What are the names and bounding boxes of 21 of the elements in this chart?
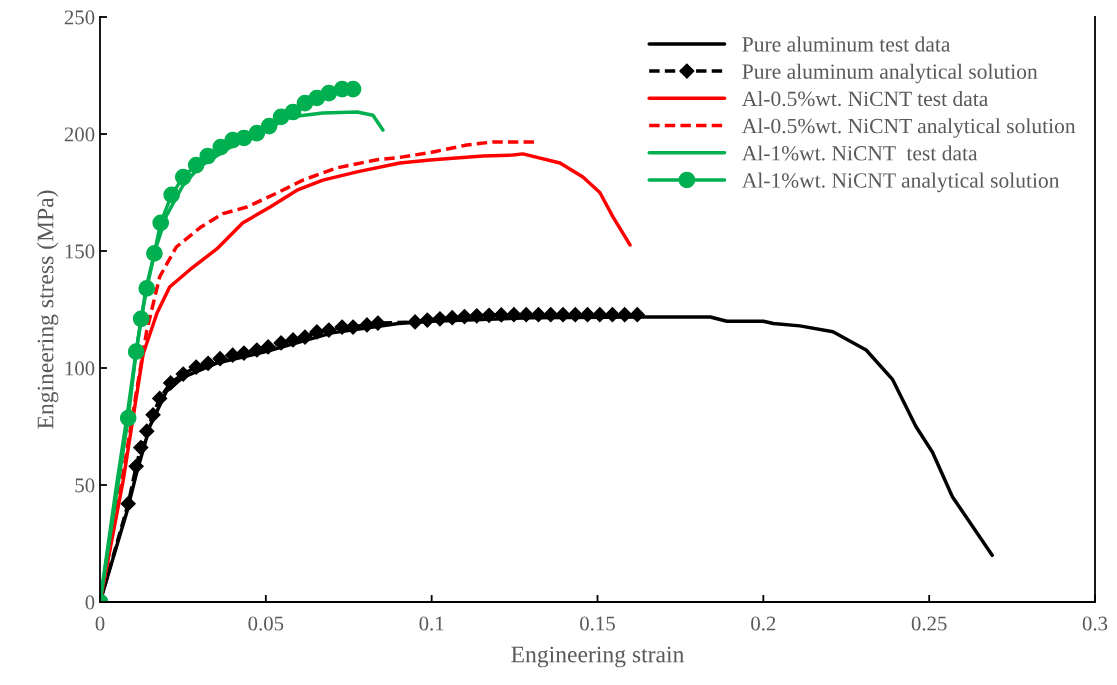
legend-label: Pure aluminum analytical solution bbox=[742, 63, 1038, 84]
x-tick-label: 0 bbox=[95, 616, 105, 631]
x-tick-label: 0.2 bbox=[751, 616, 776, 631]
x-tick-label: 0.25 bbox=[911, 616, 947, 631]
legend-label: Al-1%wt. NiCNT test data bbox=[741, 145, 978, 161]
x-tick-label: 0.1 bbox=[419, 616, 444, 631]
y-tick-label: 100 bbox=[65, 361, 95, 376]
y-tick-label: 50 bbox=[75, 478, 95, 493]
legend-label: Al-1%wt. NiCNT analytical solution bbox=[741, 172, 1060, 193]
x-tick-label: 0.15 bbox=[580, 616, 615, 631]
legend-label: Al-0.5%wt. NiCNT analytical solution bbox=[741, 118, 1076, 138]
y-tick-label: 200 bbox=[64, 127, 95, 142]
y-axis-title: Engineering stress (MPa) bbox=[36, 190, 59, 429]
y-tick-label: 0 bbox=[85, 595, 95, 610]
y-tick-label: 250 bbox=[64, 10, 95, 25]
x-tick-label: 0.05 bbox=[248, 616, 284, 631]
y-tick-label: 150 bbox=[65, 244, 95, 259]
x-tick-label: 0.3 bbox=[1082, 616, 1108, 631]
legend-label: Pure aluminum test data bbox=[742, 36, 951, 52]
x-axis-title: Engineering strain bbox=[511, 646, 685, 668]
legend-label: Al-0.5%wt. NiCNT test data bbox=[741, 90, 989, 107]
